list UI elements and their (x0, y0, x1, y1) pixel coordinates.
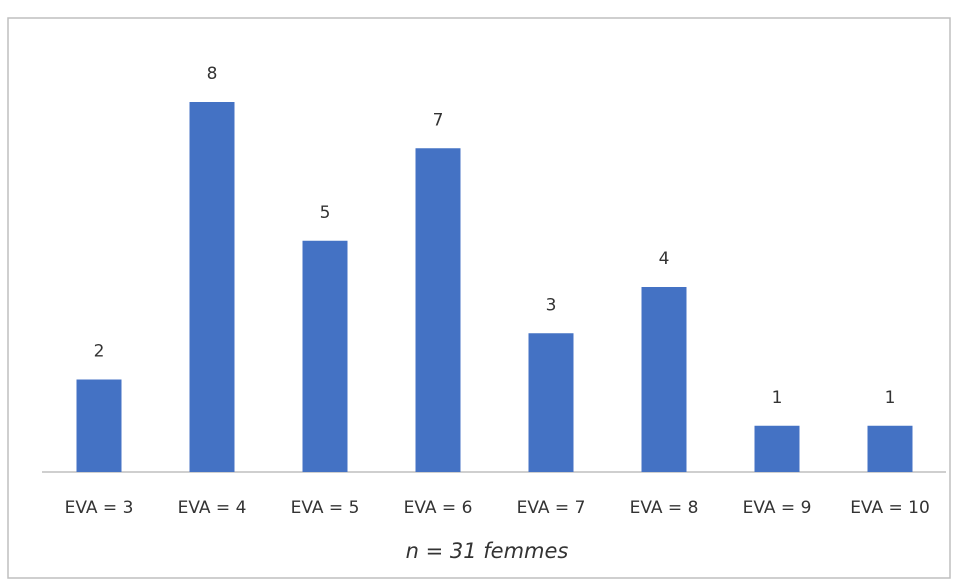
x-axis-label: n = 31 femmes (406, 539, 569, 563)
bar (528, 333, 574, 472)
x-tick-label: EVA = 6 (404, 498, 473, 518)
chart-frame (7, 17, 951, 579)
data-label: 2 (94, 342, 105, 362)
data-label: 1 (885, 388, 896, 408)
x-tick-label: EVA = 10 (850, 498, 930, 518)
bar (867, 425, 913, 472)
data-label: 3 (546, 295, 557, 315)
bar (415, 148, 461, 472)
x-tick-label: EVA = 5 (291, 498, 360, 518)
bar (76, 379, 122, 472)
x-tick-label: EVA = 7 (517, 498, 586, 518)
data-label: 5 (320, 203, 331, 223)
x-tick-label: EVA = 4 (178, 498, 247, 518)
x-tick-label: EVA = 8 (630, 498, 699, 518)
bar (189, 102, 235, 472)
bar (302, 240, 348, 472)
data-label: 1 (772, 388, 783, 408)
x-tick-label: EVA = 9 (743, 498, 812, 518)
data-label: 7 (433, 110, 444, 130)
bar (754, 425, 800, 472)
data-label: 4 (659, 249, 670, 269)
bar (641, 287, 687, 472)
data-label: 8 (207, 64, 218, 84)
x-tick-label: EVA = 3 (65, 498, 134, 518)
